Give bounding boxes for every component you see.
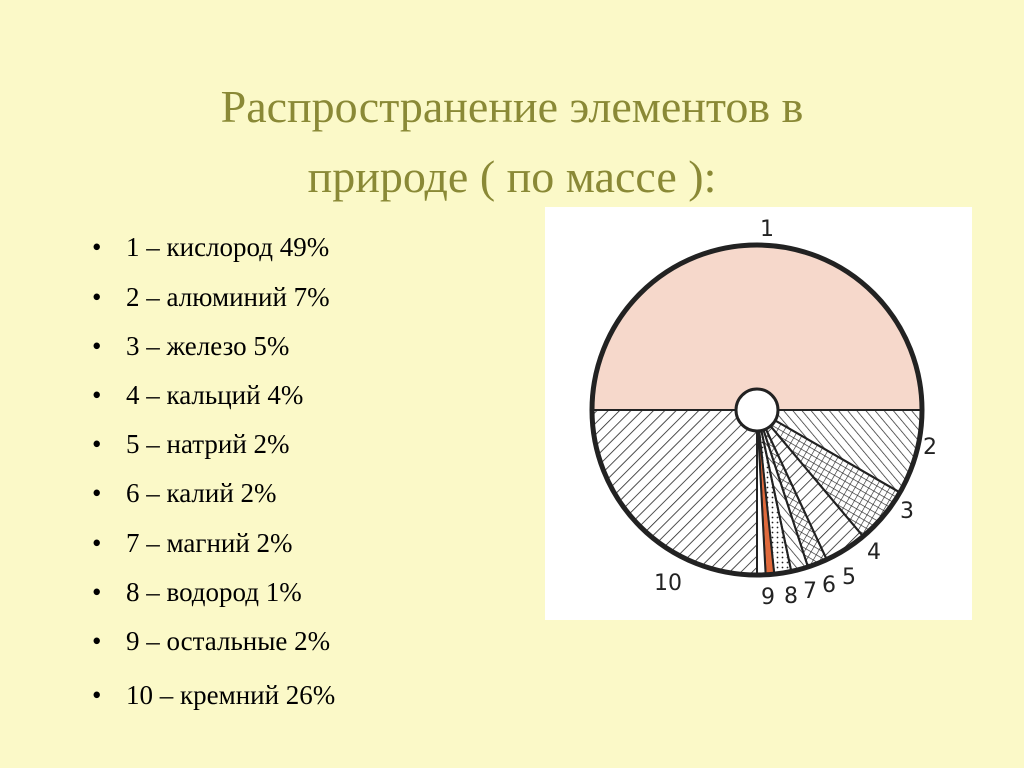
bullet: • <box>92 577 102 607</box>
pie-label: 8 <box>784 584 798 609</box>
list-item: • 5 – натрий 2% <box>92 429 290 460</box>
bullet: • <box>92 626 102 656</box>
pie-label: 7 <box>803 579 817 604</box>
pie-label: 9 <box>761 585 775 610</box>
bullet: • <box>92 478 102 508</box>
item-text: 8 – водород 1% <box>126 577 302 607</box>
item-text: 2 – алюминий 7% <box>126 282 330 312</box>
pie-label: 10 <box>654 571 682 596</box>
item-text: 7 – магний 2% <box>126 528 293 558</box>
list-item: • 4 – кальций 4% <box>92 380 303 411</box>
list-item: • 1 – кислород 49% <box>92 232 329 263</box>
pie-label: 6 <box>822 573 836 598</box>
pie-label: 4 <box>867 540 881 565</box>
list-item: • 10 – кремний 26% <box>92 680 335 711</box>
item-text: 1 – кислород 49% <box>126 232 330 262</box>
pie-label: 1 <box>760 217 774 242</box>
pie-label: 2 <box>923 435 937 460</box>
item-text: 10 – кремний 26% <box>126 680 336 710</box>
item-text: 9 – остальные 2% <box>126 626 331 656</box>
bullet: • <box>92 232 102 262</box>
list-item: • 7 – магний 2% <box>92 528 293 559</box>
item-text: 6 – калий 2% <box>126 478 277 508</box>
bullet: • <box>92 380 102 410</box>
list-item: • 2 – алюминий 7% <box>92 282 330 313</box>
item-text: 4 – кальций 4% <box>126 380 304 410</box>
item-text: 5 – натрий 2% <box>126 429 290 459</box>
pie-label: 5 <box>842 565 856 590</box>
list-item: • 9 – остальные 2% <box>92 626 330 657</box>
list-item: • 8 – водород 1% <box>92 577 302 608</box>
list-item: • 6 – калий 2% <box>92 478 277 509</box>
pie-outline <box>589 242 925 578</box>
bullet: • <box>92 680 102 710</box>
item-text: 3 – железо 5% <box>126 331 290 361</box>
bullet: • <box>92 429 102 459</box>
title-line: природе ( по массе ): <box>307 151 717 202</box>
wedges <box>590 244 924 577</box>
bullet: • <box>92 528 102 558</box>
pie-hole <box>734 387 780 433</box>
bullet: • <box>92 282 102 312</box>
title-line: Распространение элементов в <box>220 81 804 132</box>
bullet: • <box>92 331 102 361</box>
list-item: • 3 – железо 5% <box>92 331 289 362</box>
pie-label: 3 <box>900 499 914 524</box>
